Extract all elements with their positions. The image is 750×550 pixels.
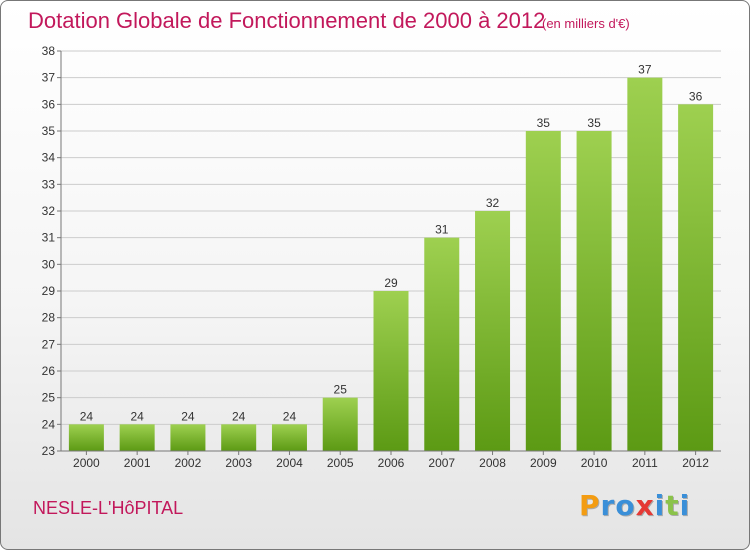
y-tick-label: 26 [42, 364, 56, 378]
bar-2002 [170, 424, 206, 451]
bar-2001 [119, 424, 155, 451]
logo-letter: P [579, 489, 601, 522]
bar-2007 [424, 237, 460, 451]
y-tick-label: 24 [42, 417, 56, 431]
bar-2003 [221, 424, 257, 451]
logo-letter: x [635, 489, 655, 522]
data-label: 35 [537, 116, 551, 130]
y-tick-label: 35 [42, 124, 56, 138]
data-label: 37 [638, 63, 652, 77]
y-tick-label: 25 [42, 391, 56, 405]
bar-2011 [627, 77, 663, 452]
x-tick-label: 2009 [530, 456, 557, 470]
bars [68, 77, 714, 452]
data-label: 24 [232, 409, 246, 423]
y-tick-label: 29 [42, 284, 56, 298]
bar-2012 [678, 104, 714, 451]
logo-letter: t [665, 489, 680, 522]
data-label: 31 [435, 223, 449, 237]
chart-title: Dotation Globale de Fonctionnement de 20… [28, 8, 546, 33]
y-tick-label: 27 [42, 337, 56, 351]
data-labels: 24 24 24 24 24 25 29 31 32 35 35 37 36 [80, 63, 703, 424]
y-tick-label: 34 [42, 151, 56, 165]
y-tick-label: 37 [42, 71, 56, 85]
x-tick-label: 2002 [175, 456, 202, 470]
chart-unit: (en milliers d'€) [542, 16, 630, 31]
x-tick-label: 2005 [327, 456, 354, 470]
data-label: 24 [130, 409, 144, 423]
y-tick-label: 33 [42, 177, 56, 191]
commune-name: NESLE-L'HôPITAL [33, 498, 184, 518]
y-tick-label: 32 [42, 204, 56, 218]
y-tick-label: 30 [42, 257, 56, 271]
bar-2000 [68, 424, 104, 451]
y-tick-label: 28 [42, 311, 56, 325]
data-label: 24 [80, 409, 94, 423]
x-tick-label: 2012 [682, 456, 709, 470]
bar-2006 [373, 291, 409, 451]
data-label: 32 [486, 196, 500, 210]
x-tick-label: 2010 [581, 456, 608, 470]
x-tick-label: 2001 [124, 456, 151, 470]
data-label: 35 [587, 116, 601, 130]
logo-letter: o [615, 489, 636, 522]
logo-letter: r [600, 489, 616, 522]
x-tick-label: 2008 [479, 456, 506, 470]
proxiti-logo[interactable]: Proxiti [579, 489, 690, 522]
data-label: 25 [334, 383, 348, 397]
x-tick-label: 2011 [632, 456, 658, 470]
y-tick-label: 38 [42, 44, 56, 58]
data-label: 24 [283, 409, 297, 423]
x-tick-label: 2004 [276, 456, 303, 470]
logo-letter: i [679, 489, 691, 522]
bar-2009 [525, 131, 561, 451]
data-label: 29 [384, 276, 398, 290]
logo-letter: i [654, 489, 666, 522]
data-label: 36 [689, 89, 703, 103]
data-label: 24 [181, 409, 195, 423]
bar-2004 [271, 424, 307, 451]
x-tick-label: 2003 [225, 456, 252, 470]
y-tick-label: 36 [42, 97, 56, 111]
y-tick-label: 31 [42, 231, 56, 245]
x-tick-label: 2006 [378, 456, 405, 470]
bar-2005 [322, 397, 358, 451]
bar-2010 [576, 131, 612, 451]
y-tick-label: 23 [42, 444, 56, 458]
axes: 23 24 25 26 27 28 29 30 31 32 33 34 35 36 37 38 2000 2001… [42, 44, 721, 470]
bar-2008 [475, 211, 511, 451]
x-tick-label: 2007 [428, 456, 455, 470]
x-tick-label: 2000 [73, 456, 100, 470]
